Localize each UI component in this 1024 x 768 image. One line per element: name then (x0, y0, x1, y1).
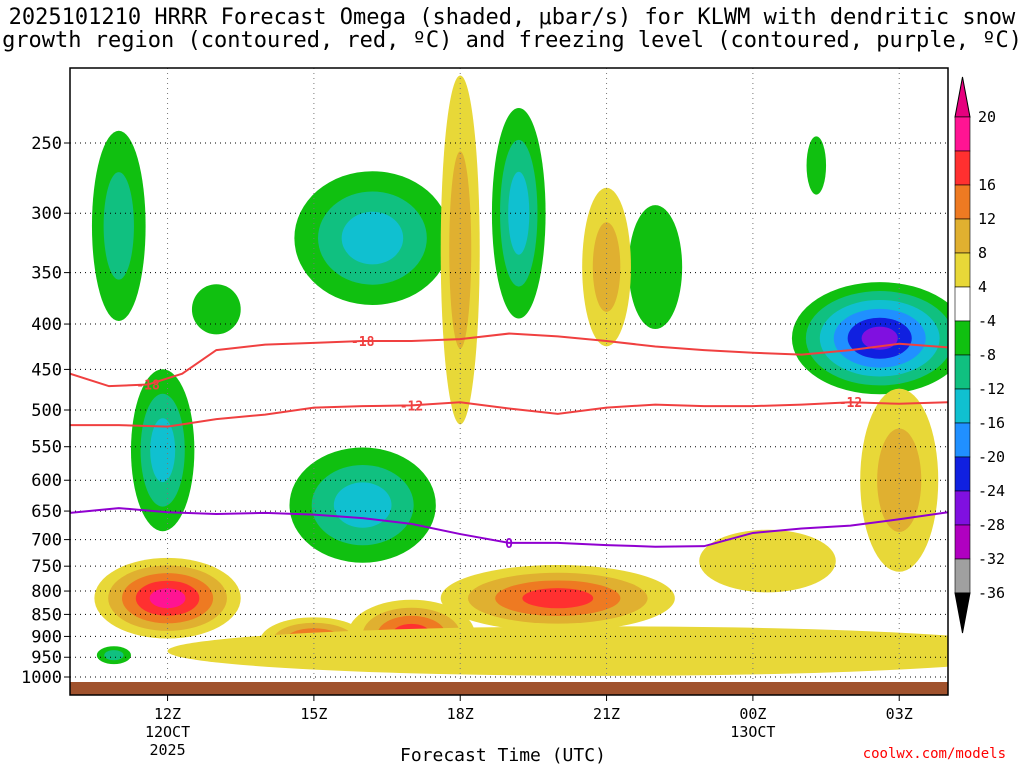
omega-ascent-11z-low-m8 (104, 650, 124, 661)
chart-title: 2025101210 HRRR Forecast Omega (shaded, … (0, 6, 1024, 52)
omega-ascent-15z-upper-m12 (341, 211, 404, 265)
colorbar-label-8: 8 (978, 244, 987, 262)
x-tick-label-12Z-2: 2025 (149, 741, 185, 759)
colorbar-segment-2 (954, 184, 971, 220)
colorbar-segment-7 (954, 354, 971, 390)
dgz-minus18-line (70, 332, 948, 388)
y-tick-label-800: 800 (31, 582, 62, 602)
y-tick-label-400: 400 (31, 315, 62, 335)
colorbar-segment-0 (954, 116, 971, 152)
x-tick-label-03Z-0: 03Z (886, 705, 913, 723)
colorbar-label--4: -4 (978, 312, 996, 330)
omega-descent-18z-upper-8 (449, 151, 472, 349)
y-tick-label-900: 900 (31, 627, 62, 647)
omega-ascent-12z-upper-m8 (103, 172, 134, 280)
y-tick-label-850: 850 (31, 605, 62, 625)
y-tick-label-500: 500 (31, 401, 62, 421)
y-tick-label-450: 450 (31, 360, 62, 380)
title-line-2: growth region (contoured, red, ºC) and f… (2, 28, 1022, 53)
x-tick-label-00Z-1: 13OCT (730, 723, 775, 741)
colorbar-segment-5 (954, 286, 971, 322)
dgz-minus12-label: -12 (400, 399, 423, 414)
ground-shading (70, 682, 948, 695)
y-tick-label-650: 650 (31, 502, 62, 522)
omega-ascent-13z-m4 (191, 284, 241, 335)
x-tick-label-21Z-0: 21Z (593, 705, 620, 723)
y-tick-label-1000: 1000 (21, 668, 62, 688)
dgz-minus12-label: -12 (839, 396, 862, 411)
x-tick-label-18Z-0: 18Z (447, 705, 474, 723)
colorbar-top-arrow (954, 76, 971, 118)
y-tick-label-550: 550 (31, 438, 62, 458)
omega-descent-00z-low-4 (699, 529, 836, 593)
omega-descent-03z-mid-8 (877, 428, 922, 532)
credit-link[interactable]: coolwx.com/models (862, 746, 1006, 762)
colorbar-segment-12 (954, 524, 971, 560)
omega-ascent-22z-m4 (628, 205, 683, 330)
colorbar-label-4: 4 (978, 278, 987, 296)
colorbar-segment-11 (954, 490, 971, 526)
colorbar-segment-6 (954, 320, 971, 356)
colorbar-label--32: -32 (978, 550, 1005, 568)
x-tick-label-12Z-0: 12Z (154, 705, 181, 723)
plot-frame (69, 67, 949, 696)
omega-ascent-25z-m4 (806, 136, 827, 195)
colorbar-segment-1 (954, 150, 971, 186)
y-tick-label-350: 350 (31, 264, 62, 284)
colorbar-label-12: 12 (978, 210, 996, 228)
colorbar-label-20: 20 (978, 108, 996, 126)
x-tick-label-15Z-0: 15Z (300, 705, 327, 723)
colorbar-label-16: 16 (978, 176, 996, 194)
y-tick-label-750: 750 (31, 557, 62, 577)
colorbar-segment-9 (954, 422, 971, 458)
colorbar-label--16: -16 (978, 414, 1005, 432)
x-tick-label-12Z-1: 12OCT (145, 723, 190, 741)
colorbar-segment-8 (954, 388, 971, 424)
y-tick-label-950: 950 (31, 648, 62, 668)
y-tick-label-250: 250 (31, 134, 62, 154)
dgz-minus12-line (70, 401, 948, 428)
colorbar-segment-13 (954, 558, 971, 594)
colorbar-label--8: -8 (978, 346, 996, 364)
dgz-minus18-label: -18 (136, 379, 160, 394)
colorbar-bottom-arrow (954, 592, 971, 634)
colorbar-label--20: -20 (978, 448, 1005, 466)
colorbar-label--12: -12 (978, 380, 1005, 398)
omega-ascent-03z-m24 (861, 326, 898, 350)
omega-descent-21z-upper-8 (592, 222, 621, 312)
omega-descent-20z-16 (522, 588, 594, 609)
x-axis-label: Forecast Time (UTC) (400, 745, 606, 766)
omega-ascent-19z-m12 (508, 171, 530, 255)
freezing-level-0-line (70, 507, 948, 548)
colorbar-segment-3 (954, 218, 971, 254)
colorbar-label--24: -24 (978, 482, 1005, 500)
omega-ascent-12z-mid-m12 (150, 418, 176, 483)
colorbar-label--28: -28 (978, 516, 1005, 534)
colorbar-segment-10 (954, 456, 971, 492)
y-tick-label-300: 300 (31, 204, 62, 224)
omega-descent-low-band-4 (167, 626, 948, 676)
y-tick-label-700: 700 (31, 531, 62, 551)
x-tick-label-00Z-0: 00Z (739, 705, 766, 723)
colorbar-segment-4 (954, 252, 971, 288)
title-line-1: 2025101210 HRRR Forecast Omega (shaded, … (8, 5, 1016, 30)
freezing-level-0-label: 0 (505, 537, 513, 552)
dgz-minus18-label: -18 (351, 335, 375, 350)
y-tick-label-600: 600 (31, 471, 62, 491)
colorbar-label--36: -36 (978, 584, 1005, 602)
